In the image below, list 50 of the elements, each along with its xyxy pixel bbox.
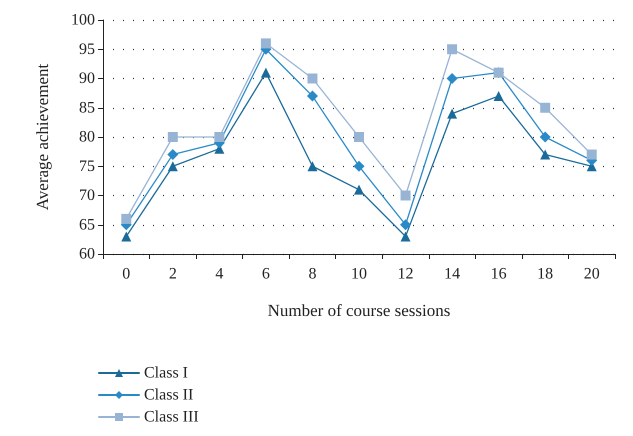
x-tick-label: 20 (584, 266, 600, 282)
point (306, 90, 318, 102)
x-tick-label: 10 (351, 266, 367, 282)
x-tick-label: 14 (444, 266, 460, 282)
point (354, 132, 364, 142)
y-axis-title: Average achievement (33, 64, 52, 210)
y-tick-label: 90 (79, 70, 95, 87)
point (260, 38, 271, 48)
point (354, 184, 364, 195)
point (540, 102, 550, 113)
y-tick-label: 85 (79, 99, 95, 116)
legend-label: Class I (144, 364, 188, 382)
point (307, 161, 318, 172)
point (400, 190, 411, 200)
point (214, 132, 224, 142)
point (121, 231, 132, 242)
x-axis-title: Number of course sessions (268, 301, 450, 320)
point (540, 132, 551, 142)
y-tick-label: 95 (79, 40, 95, 58)
x-tick-label: 6 (262, 266, 270, 282)
point (540, 150, 550, 160)
point (494, 91, 504, 102)
point (447, 44, 458, 54)
point (354, 160, 364, 172)
point (446, 73, 458, 84)
point (447, 108, 458, 119)
point (168, 161, 178, 172)
y-tick-label: 80 (79, 128, 95, 146)
point (307, 74, 318, 84)
x-tick-label: 2 (168, 266, 177, 282)
point (586, 150, 597, 160)
x-tick-label: 0 (122, 266, 130, 282)
point (400, 231, 411, 242)
y-tick-label: 75 (79, 158, 95, 175)
y-tick-label: 100 (71, 12, 95, 28)
point (121, 214, 132, 224)
legend-label: Class III (144, 408, 199, 426)
legend-label: Class II (144, 386, 194, 404)
x-tick-label: 8 (308, 266, 316, 282)
y-tick-label: 60 (79, 246, 95, 262)
y-tick-label: 70 (79, 187, 95, 204)
x-tick-label: 4 (215, 266, 224, 282)
x-tick-label: 12 (398, 266, 414, 282)
point (168, 132, 178, 142)
x-tick-label: 16 (490, 266, 507, 282)
point (260, 68, 271, 78)
y-tick-label: 65 (79, 216, 95, 234)
point (167, 149, 178, 160)
x-tick-label: 18 (537, 266, 554, 282)
point (400, 219, 412, 230)
